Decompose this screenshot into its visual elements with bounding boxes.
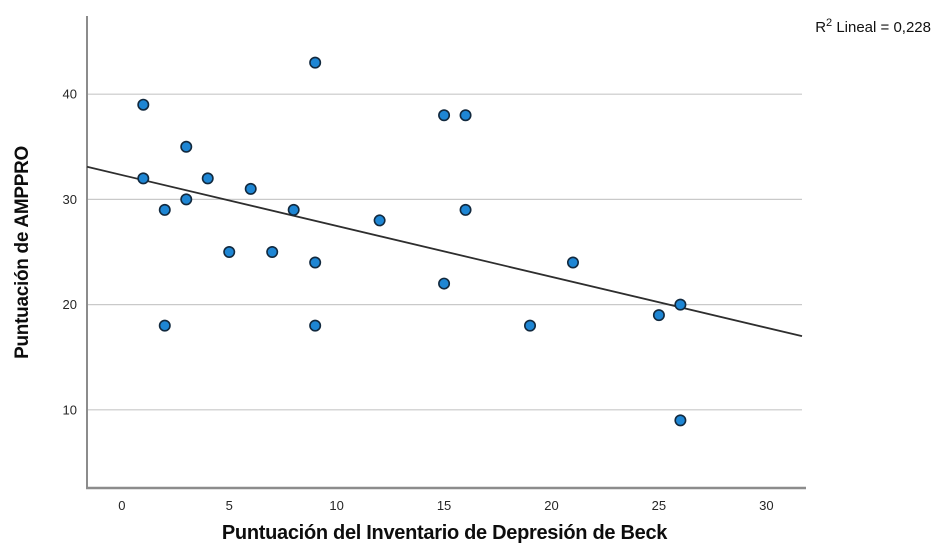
data-point-23 (674, 414, 687, 427)
y-axis-title-text: Puntuación de AMPPRO (12, 145, 33, 359)
y-tick-label-30: 30 (63, 192, 77, 207)
x-tick-label-10: 10 (329, 498, 343, 513)
data-point-4 (180, 140, 193, 153)
data-point-11 (309, 56, 322, 69)
x-tick-label-5: 5 (226, 498, 233, 513)
data-point-9 (266, 246, 279, 259)
data-point-22 (674, 298, 687, 311)
data-point-21 (652, 309, 665, 322)
data-point-6 (201, 172, 214, 185)
x-tick-label-0: 0 (118, 498, 125, 513)
data-point-1 (137, 172, 150, 185)
r2-symbol: R (815, 19, 827, 36)
data-point-5 (180, 193, 193, 206)
data-point-2 (158, 203, 171, 216)
data-point-12 (309, 256, 322, 269)
data-point-20 (566, 256, 579, 269)
x-tick-label-15: 15 (437, 498, 451, 513)
data-point-15 (438, 109, 451, 122)
data-point-19 (524, 319, 537, 332)
y-axis-title: Puntuación de AMPPRO (7, 16, 39, 488)
y-tick-label-10: 10 (63, 402, 77, 417)
data-point-17 (459, 109, 472, 122)
x-tick-label-30: 30 (759, 498, 773, 513)
regression-line (86, 165, 803, 338)
data-point-18 (459, 203, 472, 216)
data-point-14 (373, 214, 386, 227)
data-point-16 (438, 277, 451, 290)
r2-annotation: R2 Lineal = 0,228 (815, 17, 931, 36)
data-point-8 (244, 182, 257, 195)
data-point-0 (137, 98, 150, 111)
data-point-13 (309, 319, 322, 332)
r2-exponent: 2 (826, 17, 833, 29)
x-axis-title: Puntuación del Inventario de Depresión d… (221, 522, 668, 544)
x-tick-label-25: 25 (652, 498, 666, 513)
y-tick-label-40: 40 (63, 87, 77, 102)
data-point-3 (158, 319, 171, 332)
x-tick-label-20: 20 (544, 498, 558, 513)
y-tick-label-20: 20 (63, 297, 77, 312)
data-point-10 (287, 203, 300, 216)
r2-value-text: Lineal = 0,228 (832, 19, 931, 36)
data-point-7 (223, 246, 236, 259)
